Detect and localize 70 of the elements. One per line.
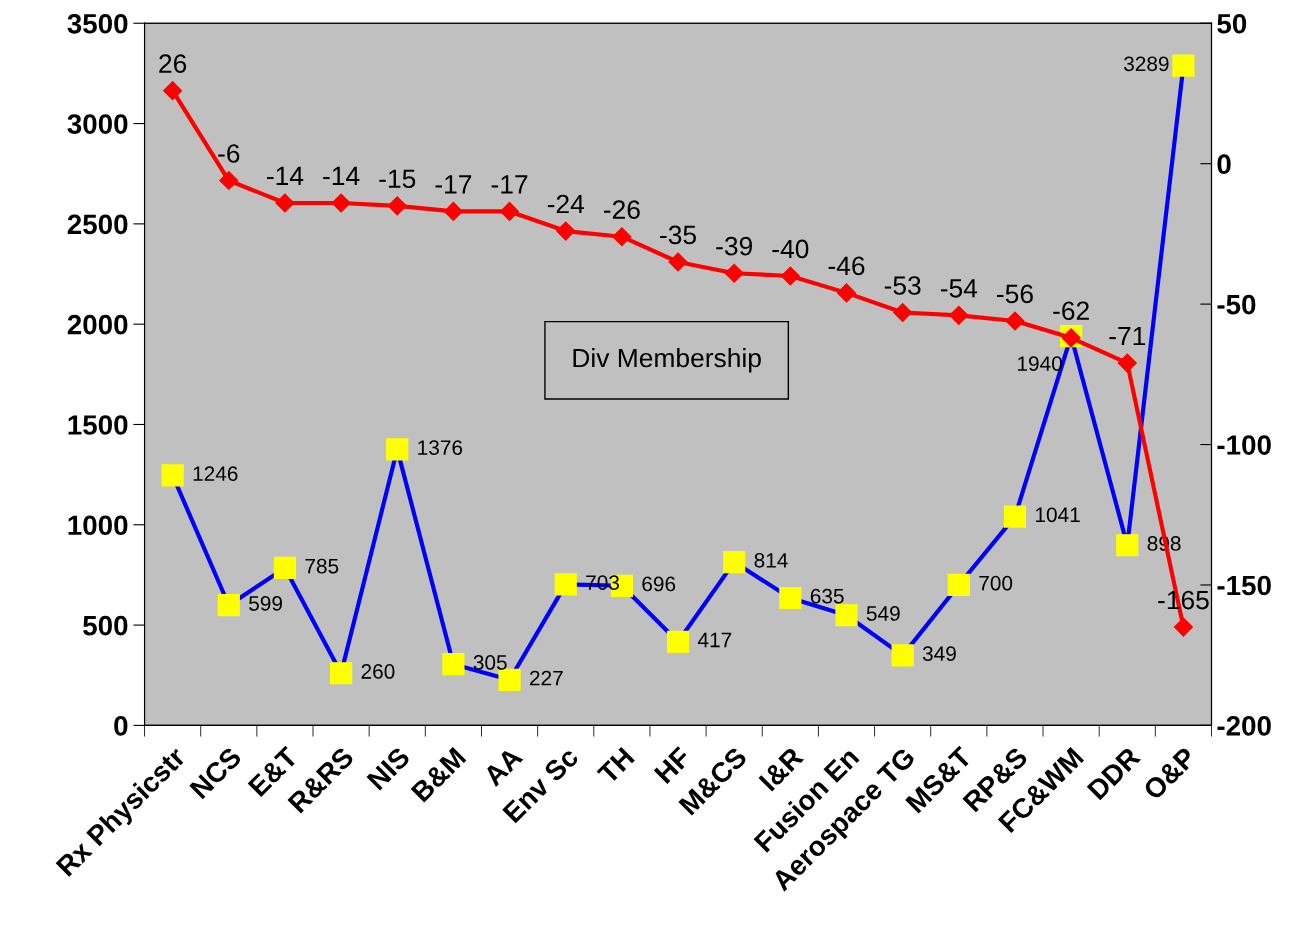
point	[836, 283, 857, 303]
point	[949, 305, 969, 325]
data-label: 696	[642, 576, 676, 592]
data-label: 349	[922, 646, 956, 661]
point	[724, 263, 744, 283]
point	[275, 193, 295, 213]
data-label: -71	[1109, 326, 1146, 346]
point	[893, 303, 913, 323]
data-label: 549	[866, 606, 900, 621]
data-label: 599	[249, 596, 282, 611]
data-label: 814	[754, 552, 788, 568]
data-label: -62	[1053, 301, 1089, 321]
point	[219, 170, 239, 191]
y-tick-label: 2000	[67, 314, 128, 335]
y-tick-label: 3000	[67, 114, 128, 134]
y-tick-label: 2500	[67, 214, 128, 235]
y2-tick-label: -50	[1217, 294, 1256, 315]
point	[556, 221, 576, 241]
data-label: 785	[305, 558, 339, 574]
y2-tick-label: -150	[1217, 575, 1271, 596]
data-label: 305	[473, 655, 507, 670]
y-tick-label: 500	[83, 615, 128, 636]
y2-tick-label: -200	[1217, 716, 1271, 736]
data-label: -26	[603, 200, 640, 219]
data-label: -17	[435, 175, 472, 194]
point	[1117, 353, 1137, 373]
data-label: -35	[660, 225, 696, 245]
y2-tick-label: 0	[1217, 154, 1231, 175]
point	[443, 201, 463, 221]
point	[387, 196, 407, 216]
data-label: 260	[361, 664, 395, 679]
y-tick-label: 3500	[67, 13, 128, 34]
y-tick-label: 1000	[68, 515, 128, 536]
data-label: -53	[884, 276, 921, 295]
data-label: 3289	[1123, 56, 1169, 72]
data-label: 26	[159, 54, 187, 73]
point	[163, 81, 183, 101]
point	[668, 252, 688, 272]
x-tick-label: NIS	[366, 746, 411, 791]
annotation: Div Membership	[573, 347, 761, 373]
data-label: 1041	[1035, 507, 1080, 523]
x-tick-label: TH	[596, 746, 635, 786]
data-label: -39	[716, 236, 752, 256]
data-label: 703	[586, 575, 619, 590]
point	[331, 193, 351, 213]
y2-tick-label: -100	[1217, 435, 1271, 455]
point	[1173, 617, 1193, 637]
data-label: 1376	[418, 440, 463, 455]
point	[1005, 311, 1025, 331]
data-label: 417	[697, 632, 732, 648]
data-label: -15	[379, 169, 416, 189]
y-tick-label: 1500	[68, 415, 128, 435]
point	[780, 266, 800, 286]
data-label: -56	[997, 284, 1033, 304]
data-label: -40	[772, 239, 809, 259]
data-label: -14	[323, 166, 360, 186]
data-label: 635	[810, 588, 844, 604]
data-label: 1246	[193, 466, 238, 482]
point	[612, 227, 632, 247]
data-label: -14	[267, 166, 304, 186]
y2-tick-label: 50	[1217, 13, 1247, 34]
data-label: 227	[530, 670, 563, 686]
data-label: -17	[491, 175, 528, 194]
data-label: 700	[979, 575, 1013, 591]
point	[500, 201, 520, 221]
y-tick-label: 0	[114, 716, 128, 736]
data-label: -6	[218, 144, 240, 163]
data-label: -54	[940, 279, 978, 298]
data-label: -46	[828, 256, 865, 276]
data-label: -24	[547, 194, 585, 214]
